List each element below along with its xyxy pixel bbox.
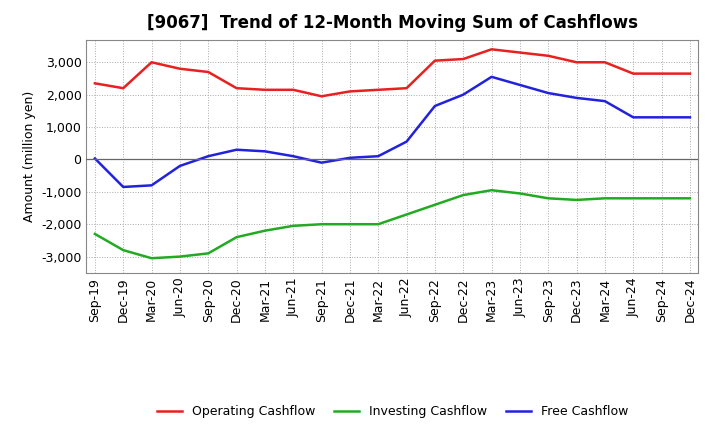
Operating Cashflow — [685, 71, 694, 76]
Free Cashflow — [119, 184, 127, 190]
Investing Cashflow — [233, 235, 241, 240]
Investing Cashflow — [346, 222, 354, 227]
Free Cashflow — [204, 154, 212, 159]
Operating Cashflow — [261, 87, 269, 92]
Free Cashflow — [148, 183, 156, 188]
Free Cashflow — [657, 115, 666, 120]
Operating Cashflow — [91, 81, 99, 86]
Investing Cashflow — [91, 231, 99, 237]
Free Cashflow — [516, 82, 524, 88]
Investing Cashflow — [685, 196, 694, 201]
Investing Cashflow — [176, 254, 184, 259]
Operating Cashflow — [402, 85, 411, 91]
Operating Cashflow — [374, 87, 382, 92]
Free Cashflow — [600, 99, 609, 104]
Investing Cashflow — [204, 251, 212, 256]
Investing Cashflow — [516, 191, 524, 196]
Free Cashflow — [91, 156, 99, 161]
Investing Cashflow — [600, 196, 609, 201]
Free Cashflow — [629, 115, 637, 120]
Operating Cashflow — [516, 50, 524, 55]
Investing Cashflow — [318, 222, 326, 227]
Free Cashflow — [346, 155, 354, 161]
Investing Cashflow — [572, 197, 581, 202]
Operating Cashflow — [600, 60, 609, 65]
Line: Free Cashflow: Free Cashflow — [95, 77, 690, 187]
Free Cashflow — [289, 154, 297, 159]
Operating Cashflow — [289, 87, 297, 92]
Investing Cashflow — [431, 202, 439, 207]
Investing Cashflow — [459, 192, 467, 198]
Free Cashflow — [318, 160, 326, 165]
Operating Cashflow — [431, 58, 439, 63]
Operating Cashflow — [346, 89, 354, 94]
Operating Cashflow — [657, 71, 666, 76]
Line: Operating Cashflow: Operating Cashflow — [95, 49, 690, 96]
Operating Cashflow — [544, 53, 552, 59]
Line: Investing Cashflow: Investing Cashflow — [95, 190, 690, 258]
Investing Cashflow — [261, 228, 269, 233]
Investing Cashflow — [148, 256, 156, 261]
Operating Cashflow — [459, 56, 467, 62]
Free Cashflow — [572, 95, 581, 101]
Free Cashflow — [685, 115, 694, 120]
Operating Cashflow — [233, 85, 241, 91]
Investing Cashflow — [402, 212, 411, 217]
Investing Cashflow — [657, 196, 666, 201]
Free Cashflow — [261, 149, 269, 154]
Operating Cashflow — [318, 94, 326, 99]
Free Cashflow — [487, 74, 496, 80]
Free Cashflow — [402, 139, 411, 144]
Free Cashflow — [233, 147, 241, 152]
Operating Cashflow — [487, 47, 496, 52]
Investing Cashflow — [289, 223, 297, 228]
Title: [9067]  Trend of 12-Month Moving Sum of Cashflows: [9067] Trend of 12-Month Moving Sum of C… — [147, 15, 638, 33]
Investing Cashflow — [119, 247, 127, 253]
Operating Cashflow — [148, 60, 156, 65]
Investing Cashflow — [374, 222, 382, 227]
Free Cashflow — [544, 90, 552, 95]
Y-axis label: Amount (million yen): Amount (million yen) — [22, 91, 35, 222]
Operating Cashflow — [119, 85, 127, 91]
Free Cashflow — [459, 92, 467, 97]
Operating Cashflow — [176, 66, 184, 71]
Free Cashflow — [176, 163, 184, 169]
Operating Cashflow — [629, 71, 637, 76]
Investing Cashflow — [487, 187, 496, 193]
Free Cashflow — [374, 154, 382, 159]
Investing Cashflow — [629, 196, 637, 201]
Investing Cashflow — [544, 196, 552, 201]
Free Cashflow — [431, 103, 439, 109]
Operating Cashflow — [572, 60, 581, 65]
Legend: Operating Cashflow, Investing Cashflow, Free Cashflow: Operating Cashflow, Investing Cashflow, … — [152, 400, 633, 423]
Operating Cashflow — [204, 70, 212, 75]
